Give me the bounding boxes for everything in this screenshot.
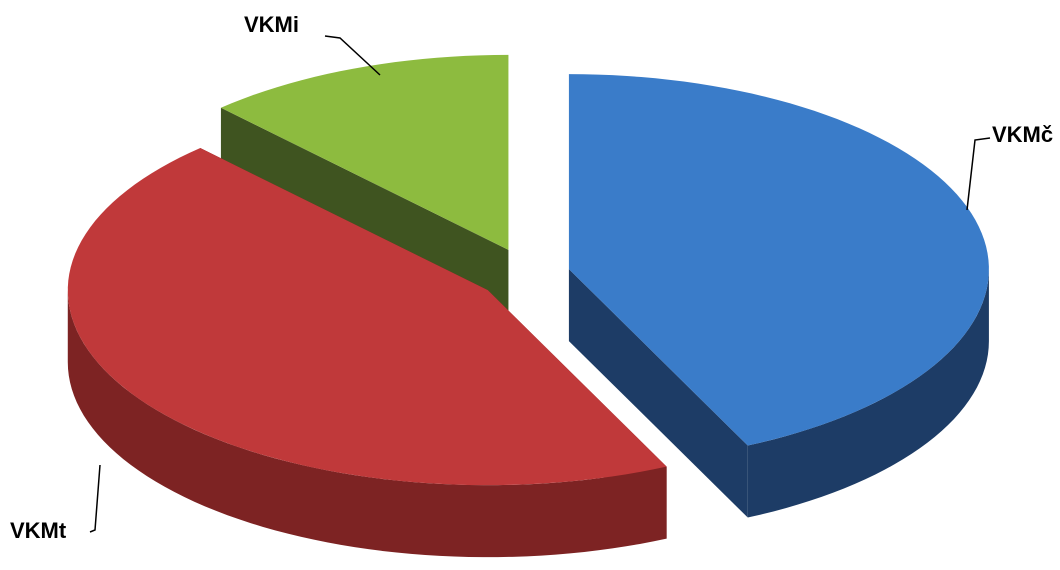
slice bbox=[220, 54, 509, 250]
slice-label: VKMi bbox=[244, 12, 299, 37]
leader-line bbox=[89, 464, 101, 533]
pie bbox=[67, 54, 989, 558]
slice bbox=[67, 148, 667, 486]
slice-label: VKMč bbox=[992, 122, 1053, 147]
slice-wall bbox=[568, 269, 748, 518]
slice-wall bbox=[747, 269, 989, 518]
leader-line bbox=[324, 35, 381, 76]
slice-label: VKMt bbox=[10, 518, 67, 543]
slice bbox=[568, 74, 989, 446]
leader-line bbox=[966, 137, 991, 211]
slice-wall bbox=[67, 290, 667, 558]
